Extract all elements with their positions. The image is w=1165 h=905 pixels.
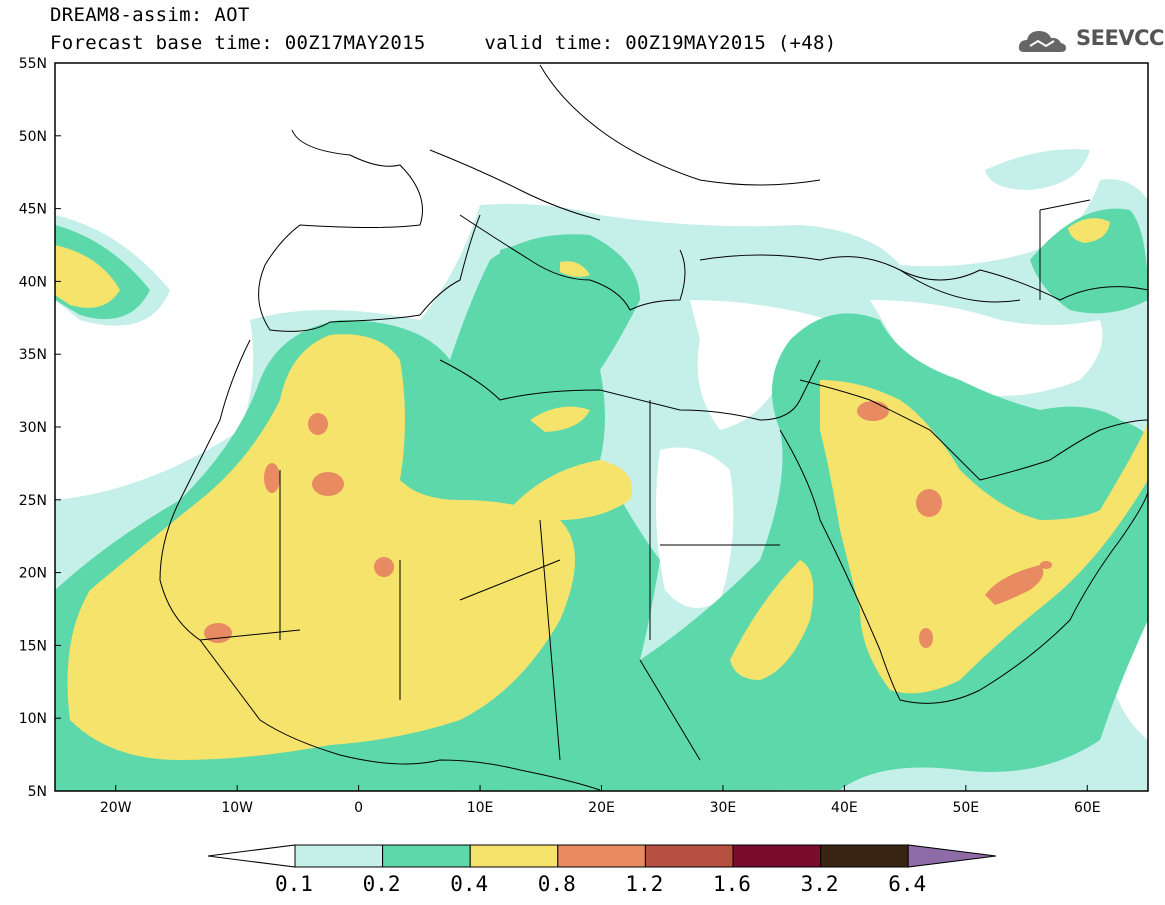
colorbar-label: 0.2 xyxy=(362,872,401,896)
lon-label: 10W xyxy=(221,800,253,816)
colorbar-label: 1.2 xyxy=(625,872,664,896)
lon-label: 40E xyxy=(831,800,858,816)
lat-label: 20N xyxy=(19,566,47,582)
lat-label: 25N xyxy=(19,493,47,509)
lon-label: 10E xyxy=(467,800,494,816)
colorbar-label: 3.2 xyxy=(800,872,839,896)
colorbar-segment xyxy=(294,844,384,868)
lat-label: 40N xyxy=(19,274,47,290)
colorbar-segment xyxy=(820,844,909,868)
colorbar-segment xyxy=(469,844,559,868)
lon-label: 60E xyxy=(1074,800,1101,816)
coastlines xyxy=(159,64,1148,791)
colorbar-label: 0.4 xyxy=(450,872,489,896)
lat-label: 5N xyxy=(28,784,47,800)
colorbar-segment xyxy=(644,844,734,868)
lon-label: 30E xyxy=(710,800,737,816)
forecast-time-line: Forecast base time: 00Z17MAY2015 valid t… xyxy=(50,32,837,54)
colorbar-label: 0.8 xyxy=(537,872,576,896)
colorbar-label: 0.1 xyxy=(275,872,313,896)
colorbar-label: 6.4 xyxy=(888,872,927,896)
logo-text: SEEVCCC xyxy=(1076,26,1165,50)
lat-label: 15N xyxy=(19,638,47,654)
lon-label: 50E xyxy=(952,800,979,816)
lat-label: 35N xyxy=(19,347,47,363)
lon-label: 20E xyxy=(588,800,615,816)
colorbar-segment xyxy=(732,844,822,868)
colorbar-segment xyxy=(207,844,296,868)
lat-label: 50N xyxy=(19,129,47,145)
lon-label: 0 xyxy=(354,800,363,816)
cloud-icon xyxy=(1018,31,1066,52)
lon-label: 20W xyxy=(100,800,132,816)
lat-label: 30N xyxy=(19,420,47,436)
map-title: DREAM8-assim: AOT xyxy=(50,4,250,26)
colorbar xyxy=(207,844,997,868)
longitude-labels: 20W 10W 0 10E 20E 30E 40E 50E 60E xyxy=(100,800,1101,816)
aot-contours xyxy=(55,63,1148,791)
lat-label: 10N xyxy=(19,711,47,727)
aot-level-0-4 xyxy=(55,218,1148,760)
lat-label: 55N xyxy=(19,56,47,72)
colorbar-label: 1.6 xyxy=(713,872,751,896)
aot-level-0-8 xyxy=(204,401,1052,648)
colorbar-segment xyxy=(907,844,997,868)
lat-label: 45N xyxy=(19,202,47,218)
colorbar-segment xyxy=(557,844,646,868)
latitude-labels: 55N 50N 45N 40N 35N 30N 25N 20N 15N 10N 5N xyxy=(19,56,47,800)
colorbar-segment xyxy=(382,844,471,868)
